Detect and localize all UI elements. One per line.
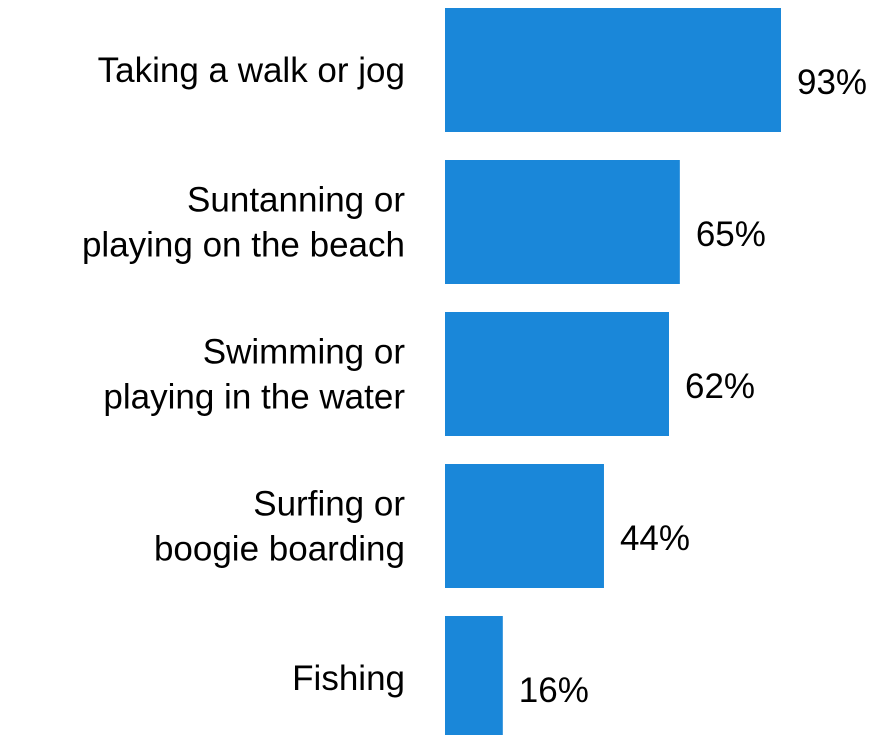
category-label-line: boogie boarding: [154, 530, 405, 569]
value-labels-layer: 93% 65% 62% 44% 16%: [519, 63, 867, 710]
category-label-line: Surfing or: [253, 485, 405, 524]
value-label-4: 16%: [519, 671, 589, 710]
category-label-line: Suntanning or: [187, 181, 405, 220]
bar-4: [445, 616, 503, 740]
value-label-3: 44%: [620, 519, 690, 558]
category-label-line: playing in the water: [103, 378, 405, 417]
bar-0: [445, 8, 781, 132]
category-label-line: playing on the beach: [82, 226, 405, 265]
bar-3: [445, 464, 604, 588]
bar-1: [445, 160, 680, 284]
category-label-4: Fishing: [292, 659, 405, 698]
category-labels-layer: Taking a walk or jog Suntanning or playing…: [82, 51, 405, 698]
category-label-0: Taking a walk or jog: [98, 51, 405, 90]
bars-layer: [445, 8, 781, 740]
value-label-2: 62%: [685, 367, 755, 406]
category-label-line: Fishing: [292, 659, 405, 698]
category-label-line: Taking a walk or jog: [98, 51, 405, 90]
category-label-1: Suntanning or playing on the beach: [82, 181, 405, 265]
category-label-line: Swimming or: [203, 333, 406, 372]
category-label-3: Surfing or boogie boarding: [154, 485, 405, 569]
value-label-0: 93%: [797, 63, 867, 102]
value-label-1: 65%: [696, 215, 766, 254]
bar-2: [445, 312, 669, 436]
category-label-2: Swimming or playing in the water: [103, 333, 405, 417]
